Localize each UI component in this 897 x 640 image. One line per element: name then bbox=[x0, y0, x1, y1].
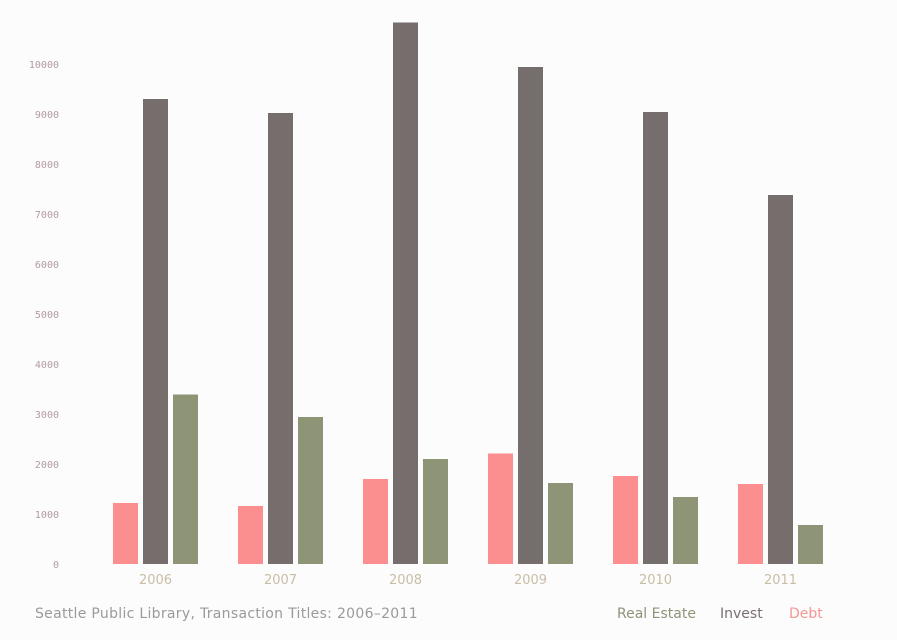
legend-debt[interactable]: Debt bbox=[789, 606, 823, 622]
legend-real-estate[interactable]: Real Estate bbox=[617, 606, 696, 622]
bar-real-estate-2008[interactable] bbox=[423, 459, 448, 564]
y-tick-label: 2000 bbox=[35, 460, 59, 471]
bar-debt-2010[interactable] bbox=[613, 476, 638, 564]
bar-invest-2007[interactable] bbox=[268, 113, 293, 564]
bar-debt-2009[interactable] bbox=[488, 453, 513, 565]
y-tick-label: 1000 bbox=[35, 510, 59, 521]
legend-invest[interactable]: Invest bbox=[720, 606, 763, 622]
bar-real-estate-2009[interactable] bbox=[548, 483, 573, 564]
bar-invest-2011[interactable] bbox=[768, 195, 793, 564]
legend-label-invest: Invest bbox=[720, 606, 763, 622]
legend-label-real-estate: Real Estate bbox=[617, 606, 696, 622]
bar-debt-2006[interactable] bbox=[113, 503, 138, 564]
bar-debt-2007[interactable] bbox=[238, 506, 263, 564]
bar-real-estate-2007[interactable] bbox=[298, 417, 323, 564]
y-tick-label: 4000 bbox=[35, 360, 59, 371]
y-tick-label: 10000 bbox=[29, 60, 59, 71]
bar-real-estate-2011[interactable] bbox=[798, 525, 823, 564]
y-tick-label: 0 bbox=[53, 560, 59, 571]
bar-invest-2010[interactable] bbox=[643, 112, 668, 564]
legend-label-debt: Debt bbox=[789, 606, 823, 622]
y-tick-label: 5000 bbox=[35, 310, 59, 321]
y-tick-label: 7000 bbox=[35, 210, 59, 221]
x-tick-label: 2010 bbox=[639, 573, 672, 588]
bar-invest-2009[interactable] bbox=[518, 67, 543, 564]
bar-debt-2011[interactable] bbox=[738, 484, 763, 564]
y-tick-label: 9000 bbox=[35, 110, 59, 121]
x-tick-label: 2006 bbox=[139, 573, 172, 588]
bar-invest-2006[interactable] bbox=[143, 99, 168, 564]
y-tick-label: 6000 bbox=[35, 260, 59, 271]
chart-title: Seattle Public Library, Transaction Titl… bbox=[35, 606, 418, 622]
y-tick-label: 8000 bbox=[35, 160, 59, 171]
y-tick-label: 3000 bbox=[35, 410, 59, 421]
x-tick-label: 2009 bbox=[514, 573, 547, 588]
bar-real-estate-2006[interactable] bbox=[173, 394, 198, 565]
bar-invest-2008[interactable] bbox=[393, 22, 418, 565]
x-tick-label: 2011 bbox=[764, 573, 797, 588]
bar-debt-2008[interactable] bbox=[363, 479, 388, 564]
x-tick-label: 2008 bbox=[389, 573, 422, 588]
bar-real-estate-2010[interactable] bbox=[673, 497, 698, 564]
x-tick-label: 2007 bbox=[264, 573, 297, 588]
